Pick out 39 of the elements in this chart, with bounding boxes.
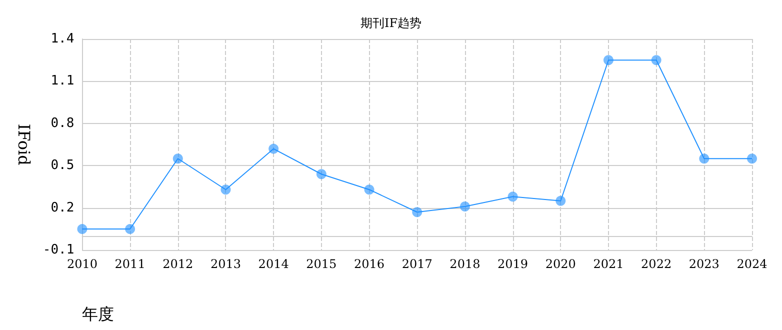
y-tick-label: 1.1 [50,74,74,89]
x-tick-label: 2013 [210,257,242,272]
x-tick-label: 2017 [402,257,432,272]
point [651,55,662,66]
point [508,192,518,202]
point [460,202,470,212]
y-tick-label: 1.4 [50,32,74,46]
point [556,196,566,206]
x-tick-label: 2023 [688,257,720,272]
x-tick-label: 2021 [593,257,624,272]
y-tick-label: 0.8 [50,116,74,131]
x-tick-label: 2024 [736,257,768,272]
x-tick-label: 2019 [498,257,528,272]
x-tick-label: 2010 [66,257,98,272]
point [699,154,710,164]
point [412,207,422,218]
x-tick-label: 2015 [306,257,337,272]
y-tick-label: 0.2 [50,200,74,216]
point [77,224,88,234]
y-tick-label: 0.5 [50,158,74,174]
point [747,154,757,164]
x-tick-label: 2012 [162,257,194,272]
point [603,55,614,66]
x-tick-label: 2011 [114,257,146,272]
point [268,144,279,154]
x-tick-label: 2018 [450,257,480,272]
point [316,169,326,180]
y-tick-label: -0.1 [42,242,74,258]
x-tick-label: 2014 [258,257,290,272]
point [220,184,231,195]
x-tick-label: 2022 [641,257,672,272]
x-tick-label: 2020 [545,257,576,272]
point [125,224,136,234]
y-axis-title: IFoid [14,124,34,166]
point [364,184,374,195]
x-tick-label: 2016 [354,257,385,272]
x-axis-title: 年度 [82,304,114,324]
point [172,154,183,164]
chart-title: 期刊IF趋势 [360,16,422,30]
